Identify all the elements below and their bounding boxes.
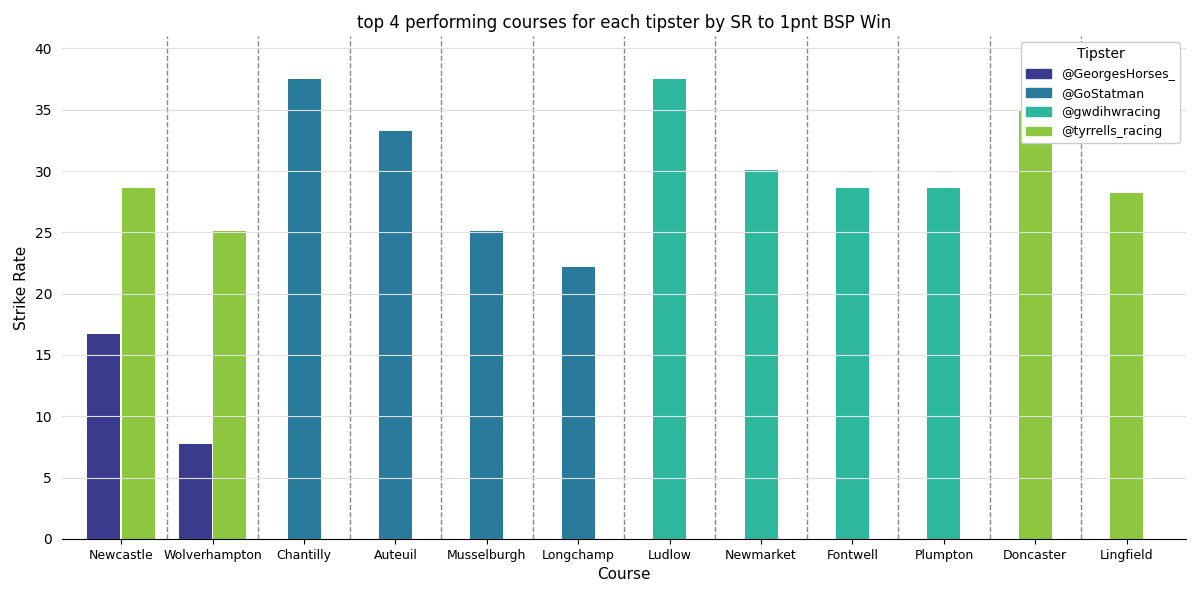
Bar bbox=[928, 188, 960, 539]
X-axis label: Course: Course bbox=[598, 567, 650, 582]
Title: top 4 performing courses for each tipster by SR to 1pnt BSP Win: top 4 performing courses for each tipste… bbox=[356, 14, 892, 32]
Bar bbox=[214, 231, 246, 539]
Bar bbox=[1110, 193, 1144, 539]
Bar bbox=[744, 170, 778, 539]
Bar bbox=[653, 79, 686, 539]
Bar bbox=[122, 188, 155, 539]
Bar bbox=[562, 266, 595, 539]
Y-axis label: Strike Rate: Strike Rate bbox=[14, 246, 29, 330]
Legend: @GeorgesHorses_, @GoStatman, @gwdihwracing, @tyrrells_racing: @GeorgesHorses_, @GoStatman, @gwdihwraci… bbox=[1021, 42, 1180, 144]
Bar bbox=[288, 79, 320, 539]
Bar bbox=[470, 231, 503, 539]
Bar bbox=[379, 131, 412, 539]
Bar bbox=[1019, 110, 1051, 539]
Bar bbox=[179, 445, 211, 539]
Bar bbox=[836, 188, 869, 539]
Bar bbox=[88, 334, 120, 539]
